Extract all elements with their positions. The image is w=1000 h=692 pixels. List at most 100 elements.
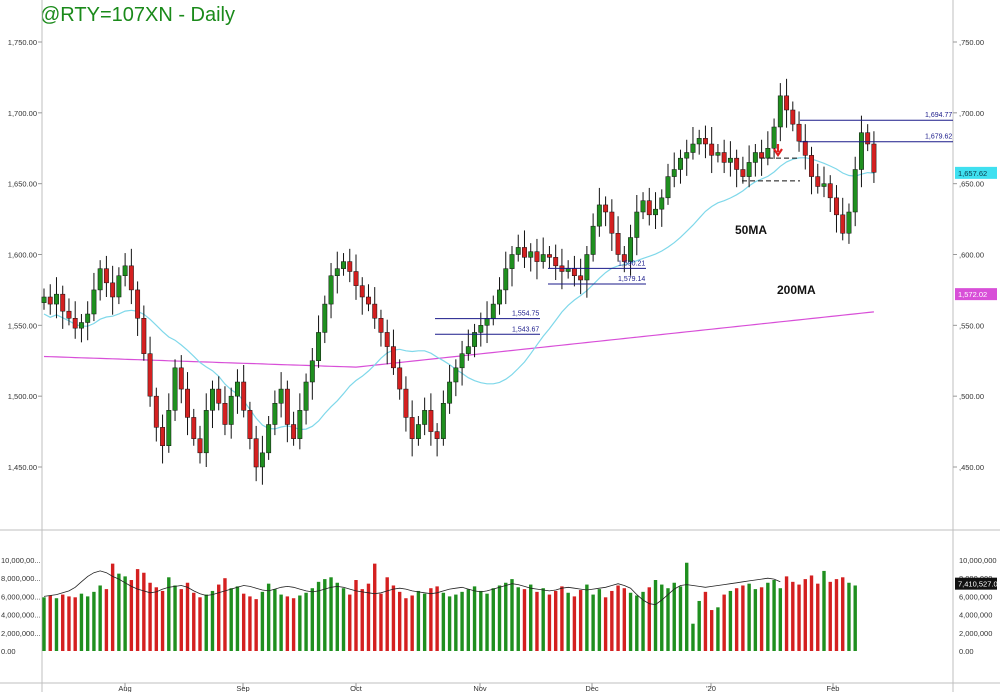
candle-up	[203, 410, 209, 454]
candle-down	[247, 410, 253, 439]
volume-badge: 7,410,527.0	[958, 580, 998, 589]
volume-bar	[466, 589, 471, 651]
candle-up	[727, 157, 733, 163]
price-tick-label-left: 1,550.00	[8, 321, 37, 330]
candle-down	[615, 233, 621, 255]
candle-up	[696, 138, 702, 145]
volume-bar	[635, 595, 639, 651]
candle-up	[453, 367, 459, 383]
volume-bar	[254, 599, 258, 651]
candle-down	[434, 431, 440, 439]
ma50-label: 50MA	[735, 223, 767, 237]
volume-bar	[784, 576, 789, 651]
candle-up	[671, 169, 677, 177]
volume-bar	[797, 584, 801, 651]
candle-down	[384, 332, 390, 347]
volume-tick-label-right: 4,000,000	[959, 611, 992, 620]
volume-ma-line	[43, 570, 781, 606]
price-tick-label-left: 1,650.00	[8, 180, 37, 189]
volume-bar	[504, 582, 508, 651]
volume-bar	[541, 588, 545, 651]
candle-up	[765, 148, 771, 159]
volume-bar	[603, 597, 608, 651]
ma50-path	[43, 157, 874, 431]
candle-up	[715, 152, 721, 156]
candle-up	[234, 381, 240, 397]
candle-up	[821, 183, 827, 187]
volume-bar	[429, 588, 433, 651]
volume-bar	[348, 594, 352, 651]
volume-bar	[42, 597, 46, 651]
candle-up	[116, 275, 122, 298]
volume-ma-path	[43, 570, 781, 606]
volume-bar	[391, 585, 396, 651]
candle-up	[41, 296, 47, 303]
candle-down	[571, 268, 577, 276]
volume-bar	[316, 581, 321, 651]
candle-down	[759, 152, 765, 159]
volume-bar	[766, 582, 770, 651]
price-level-label: 1,554.75	[512, 311, 539, 318]
candle-down	[72, 318, 78, 329]
candle-up	[634, 211, 640, 238]
volume-bar	[410, 595, 414, 651]
volume-bar	[185, 582, 190, 651]
volume-bar	[791, 581, 795, 651]
candlesticks	[41, 78, 877, 485]
volume-bar	[560, 586, 564, 651]
candle-down	[110, 282, 116, 298]
volume-bar	[666, 588, 670, 651]
candle-up	[858, 132, 864, 170]
volume-bar	[522, 589, 527, 651]
candle-up	[447, 381, 453, 404]
price-tick-label-left: 1,500.00	[8, 392, 37, 401]
volume-bar	[591, 594, 595, 651]
volume-bar	[223, 578, 227, 651]
candle-down	[141, 318, 147, 354]
candle-up	[91, 289, 97, 315]
volume-bar	[841, 577, 845, 651]
candle-up	[459, 353, 465, 369]
price-level-label: 1,579.14	[618, 276, 645, 283]
x-tick-label: Dec	[585, 684, 599, 692]
volume-bar	[173, 585, 177, 651]
volume-bar	[834, 579, 839, 651]
candle-down	[709, 143, 715, 156]
volume-bar	[241, 593, 246, 651]
price-tick-label-left: 1,750.00	[8, 38, 37, 47]
candle-down	[809, 155, 814, 177]
volume-bar	[110, 563, 115, 651]
volume-bar	[198, 597, 202, 651]
volume-bar	[379, 593, 383, 651]
candle-down	[784, 95, 790, 111]
volume-tick-label-left: 8,000,000...	[1, 574, 41, 583]
candle-up	[846, 211, 852, 234]
volume-bar	[809, 575, 814, 651]
volume-bar	[578, 590, 583, 651]
candle-up	[334, 268, 340, 276]
volume-bar	[828, 581, 832, 651]
candle-down	[553, 257, 559, 267]
volume-badge-bg	[955, 577, 997, 590]
candle-down	[160, 427, 166, 447]
candle-down	[353, 271, 359, 286]
volume-bar	[204, 594, 208, 651]
volume-bar	[460, 591, 464, 651]
volume-bar	[192, 592, 196, 651]
dashed-range-box	[742, 157, 800, 182]
price-tick-label-right: ,550.00	[959, 321, 984, 330]
candle-up	[777, 95, 783, 128]
volume-bar	[585, 584, 589, 651]
volume-bar	[447, 596, 452, 651]
volume-tick-label-right: 0.00	[959, 647, 974, 656]
volume-bar	[142, 572, 146, 651]
x-tick-label: Feb	[827, 684, 840, 692]
price-level-label: 1,543.67	[512, 326, 539, 333]
volume-tick-label-left: 4,000,000...	[1, 611, 41, 620]
volume-bar	[472, 586, 477, 651]
volume-bar	[491, 588, 495, 651]
volume-bar	[691, 623, 695, 651]
volume-bar	[753, 589, 758, 651]
candle-down	[865, 132, 871, 145]
candle-up	[852, 169, 858, 213]
